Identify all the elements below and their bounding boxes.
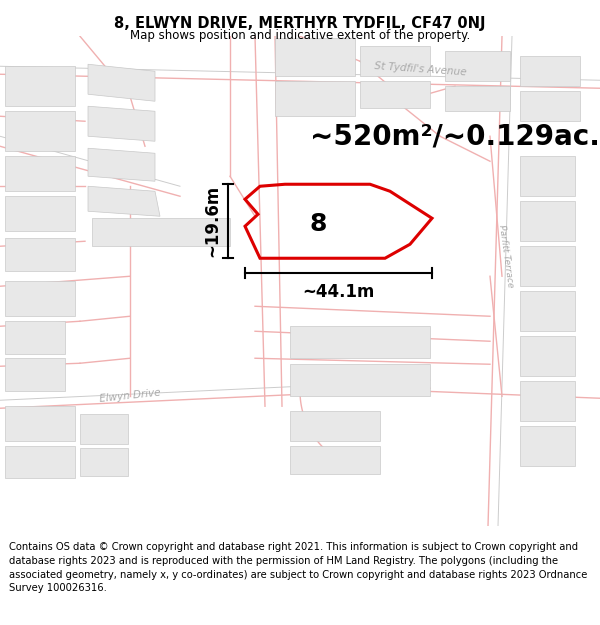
Polygon shape	[88, 64, 155, 101]
Polygon shape	[520, 426, 575, 466]
Text: Map shows position and indicative extent of the property.: Map shows position and indicative extent…	[130, 29, 470, 42]
Polygon shape	[520, 201, 575, 241]
Polygon shape	[445, 51, 510, 81]
Polygon shape	[88, 106, 155, 141]
Polygon shape	[5, 321, 65, 354]
Text: Parfitt Terrace: Parfitt Terrace	[497, 224, 515, 288]
Polygon shape	[290, 411, 380, 441]
Text: 8, ELWYN DRIVE, MERTHYR TYDFIL, CF47 0NJ: 8, ELWYN DRIVE, MERTHYR TYDFIL, CF47 0NJ	[114, 16, 486, 31]
Polygon shape	[275, 81, 355, 116]
Text: 8: 8	[310, 213, 326, 236]
Polygon shape	[5, 281, 75, 316]
Polygon shape	[360, 46, 430, 76]
Polygon shape	[5, 446, 75, 478]
Polygon shape	[520, 91, 580, 121]
Text: Elwyn Drive: Elwyn Drive	[99, 388, 161, 404]
Polygon shape	[5, 406, 75, 441]
Polygon shape	[275, 38, 355, 76]
Polygon shape	[445, 86, 510, 111]
Polygon shape	[520, 156, 575, 196]
Text: ~44.1m: ~44.1m	[302, 283, 374, 301]
Polygon shape	[88, 186, 160, 216]
Polygon shape	[5, 66, 75, 106]
Text: ~520m²/~0.129ac.: ~520m²/~0.129ac.	[310, 122, 600, 150]
Polygon shape	[360, 81, 430, 108]
Polygon shape	[290, 446, 380, 474]
Text: Contains OS data © Crown copyright and database right 2021. This information is : Contains OS data © Crown copyright and d…	[9, 542, 587, 593]
Polygon shape	[80, 414, 128, 444]
Polygon shape	[290, 326, 430, 358]
Polygon shape	[80, 448, 128, 476]
Polygon shape	[520, 56, 580, 86]
Polygon shape	[520, 291, 575, 331]
Polygon shape	[5, 156, 75, 191]
Text: St Tydfil's Avenue: St Tydfil's Avenue	[374, 61, 466, 78]
Polygon shape	[290, 364, 430, 396]
Polygon shape	[88, 148, 155, 181]
Polygon shape	[5, 238, 75, 271]
Polygon shape	[5, 358, 65, 391]
Polygon shape	[520, 381, 575, 421]
Polygon shape	[5, 196, 75, 231]
Polygon shape	[92, 218, 230, 246]
Polygon shape	[5, 111, 75, 151]
Text: ~19.6m: ~19.6m	[203, 185, 221, 258]
Polygon shape	[520, 246, 575, 286]
Polygon shape	[520, 336, 575, 376]
